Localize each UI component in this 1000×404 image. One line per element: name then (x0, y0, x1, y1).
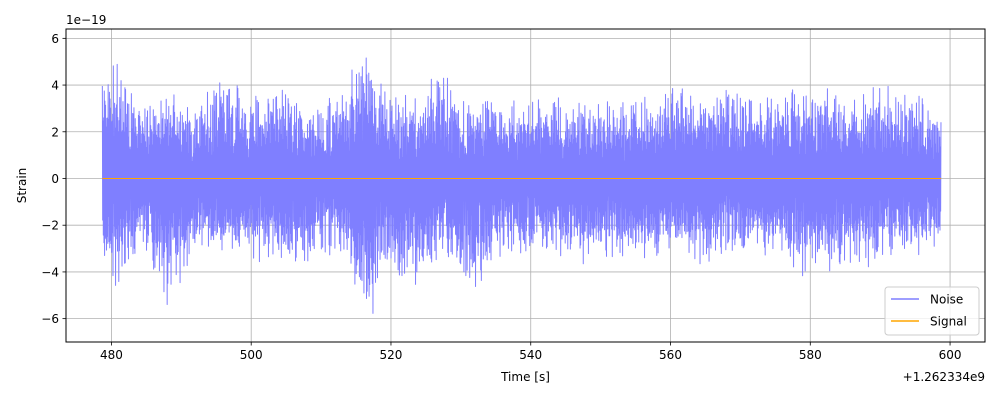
legend-label-signal: Signal (930, 315, 967, 329)
y-tick-label: 4 (51, 79, 59, 93)
legend-label-noise: Noise (930, 293, 963, 307)
legend: Noise Signal (884, 286, 980, 336)
y-tick-label: −2 (41, 219, 59, 233)
y-tick-label: 2 (51, 125, 59, 139)
axes-frame (65, 28, 986, 343)
x-tick-label: 520 (380, 348, 403, 362)
plot-area (101, 57, 942, 314)
x-tick-label: 500 (240, 348, 263, 362)
x-tick-label: 480 (100, 348, 123, 362)
y-axis-scale: 1e−19 (66, 13, 106, 27)
x-tick-label: 560 (659, 348, 682, 362)
y-tick-label: 0 (51, 172, 59, 186)
series-noise-line (101, 57, 942, 314)
x-tick-label: 580 (799, 348, 822, 362)
ticks: 480 500 520 540 560 580 600 −6 −4 −2 0 2 4 6 (41, 32, 961, 362)
y-tick-label: −6 (41, 312, 59, 326)
y-tick-label: −4 (41, 265, 59, 279)
x-axis-offset: +1.262334e9 (903, 370, 985, 384)
y-axis-label: Strain (15, 168, 29, 204)
x-axis-label: Time [s] (500, 370, 550, 384)
y-tick-label: 6 (51, 32, 59, 46)
x-tick-label: 600 (939, 348, 962, 362)
x-tick-label: 540 (519, 348, 542, 362)
